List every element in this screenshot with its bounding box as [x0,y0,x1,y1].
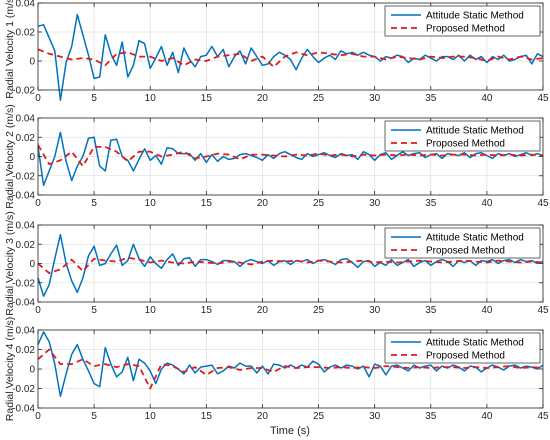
panel-2: 0 5 10 15 20 25 30 35 40 45 -0.04 -0.02 0 0.02 0.04Rad… [4,104,549,209]
panel-4-legend-label-2: Proposed Method [426,351,505,362]
panel-2-x-tick-label: 5 [91,198,97,209]
panel-1-legend-label-2: Proposed Method [426,24,505,35]
panel-4-x-tick-label: 40 [481,411,493,422]
panel-3-legend-box [384,227,541,259]
panel-3-legend-label-2: Proposed Method [426,246,505,257]
panel-2-y-axis-title: Radial Velocity 2 (m/s) [4,104,16,208]
panel-2-y-tick-label: -0.04 [12,191,35,202]
panel-2-legend: Attitude Static Method Proposed Method [384,120,541,152]
panel-3-x-tick-label: 35 [425,305,437,316]
panel-1-y-tick-label: -0.02 [12,86,35,97]
panel-2-y-tick-label: 0.02 [16,133,36,144]
panel-1-x-tick-label: 15 [201,93,213,104]
panel-3-y-tick-label: -0.04 [12,298,35,309]
panel-1-axes-box [37,2,544,91]
panel-4-y-tick-label: -0.04 [12,404,35,415]
panel-3-y-tick-label: 0.04 [16,221,36,232]
panel-2-x-tick-label: 30 [369,198,381,209]
panel-3-y-tick-label: 0.02 [16,240,36,251]
panel-3-y-tick-label: -0.02 [12,278,35,289]
panel-1-legend-box [384,5,541,37]
panel-3-x-tick-label: 30 [369,305,381,316]
panel-2-series-attitude-static-line [37,131,544,187]
panel-4-x-tick-label: 15 [201,411,213,422]
panel-3-x-tick-label: 40 [481,305,493,316]
panel-1-x-tick-label: 5 [91,93,97,104]
panel-3-x-tick-label: 25 [313,305,325,316]
panel-2-x-tick-label: 25 [313,198,325,209]
panel-2-x-tick-label: 45 [537,198,549,209]
panel-2-legend-label-1: Attitude Static Method [426,126,524,137]
x-axis-title: Time (s) [270,425,310,437]
panel-1-x-tick-label: 0 [35,93,41,104]
panel-4-legend-label-1: Attitude Static Method [426,338,524,349]
panel-2-y-tick-label: 0.04 [16,114,36,125]
panel-3: 0 5 10 15 20 25 30 35 40 45 -0.04 -0.02 0 0.02 0.04Rad… [4,211,549,316]
panel-1-series-attitude-static-line [37,13,544,101]
panel-3-x-tick-label: 45 [537,305,549,316]
panel-3-legend: Attitude Static Method Proposed Method [384,227,541,259]
panel-2-x-tick-label: 35 [425,198,437,209]
panel-4-y-axis-title: Radial Velocity 4 (m/s) [4,317,16,421]
panel-3-x-tick-label: 15 [201,305,213,316]
panel-2-x-tick-label: 15 [201,198,213,209]
panel-3-x-tick-label: 0 [35,305,41,316]
panel-1-x-tick-label: 45 [537,93,549,104]
panel-4-x-tick-label: 30 [369,411,381,422]
panel-2-x-tick-label: 40 [481,198,493,209]
panel-1-y-tick-label: 0.02 [16,28,36,39]
panel-4-x-tick-label: 5 [91,411,97,422]
panel-1-legend-label-1: Attitude Static Method [426,11,524,22]
panel-4-x-tick-label: 20 [257,411,269,422]
panel-4-x-tick-label: 10 [145,411,157,422]
panel-4-x-tick-label: 0 [35,411,41,422]
panel-2-x-tick-label: 10 [145,198,157,209]
panel-3-series-proposed-line [37,256,544,275]
panel-4-x-tick-label: 25 [313,411,325,422]
panel-1-x-tick-label: 20 [257,93,269,104]
panel-4-series-proposed-line [37,348,544,390]
panel-4-y-tick-label: 0.04 [16,326,36,337]
panel-4-legend: Attitude Static Method Proposed Method [384,332,541,364]
panel-3-y-tick-label: 0 [29,259,35,270]
panel-1-series-proposed-line [37,48,544,68]
panel-4-y-tick-label: -0.02 [12,384,35,395]
panel-1-y-axis-title: Radial Velocity 1 (m/s) [4,0,16,99]
panel-1-x-tick-label: 30 [369,93,381,104]
panel-1-x-tick-label: 40 [481,93,493,104]
panel-2-legend-label-2: Proposed Method [426,139,505,150]
panel-1-y-tick-label: 0 [29,57,35,68]
panel-4-y-tick-label: 0 [29,365,35,376]
panel-1-y-tick-label: 0.04 [16,0,36,10]
panel-3-y-axis-title: Radial Velocity 3 (m/s) [4,211,16,315]
panel-3-x-tick-label: 5 [91,305,97,316]
panel-2-legend-box [384,120,541,152]
panel-1-x-tick-label: 25 [313,93,325,104]
panel-1-legend: Attitude Static Method Proposed Method [384,5,541,37]
panel-3-x-tick-label: 20 [257,305,269,316]
panel-2-x-tick-label: 0 [35,198,41,209]
panel-3-x-tick-label: 10 [145,305,157,316]
panel-4-x-tick-label: 45 [537,411,549,422]
panel-2-y-tick-label: 0 [29,152,35,163]
panel-1-x-tick-label: 10 [145,93,157,104]
panel-4: 0 5 10 15 20 25 30 35 40 45 -0.04 -0.02 0 0.02 0.04Rad… [4,317,549,422]
panel-2-y-tick-label: -0.02 [12,171,35,182]
panel-4-y-tick-label: 0.02 [16,345,36,356]
panel-3-legend-label-1: Attitude Static Method [426,233,524,244]
panel-1-x-tick-label: 35 [425,93,437,104]
panel-4-legend-box [384,332,541,364]
panel-4-x-tick-label: 35 [425,411,437,422]
panel-2-x-tick-label: 20 [257,198,269,209]
